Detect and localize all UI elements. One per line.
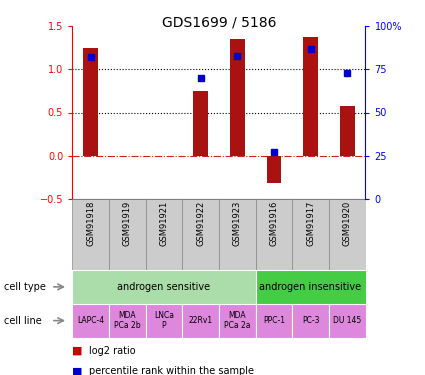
Bar [72,270,255,304]
Text: LNCa
P: LNCa P [154,311,174,330]
Text: GDS1699 / 5186: GDS1699 / 5186 [162,16,276,30]
Bar [292,304,329,338]
Bar [266,156,281,183]
Bar [109,304,145,338]
Text: DU 145: DU 145 [333,316,361,325]
Text: GSM91921: GSM91921 [159,201,168,246]
Text: ■: ■ [72,366,83,375]
Bar [303,38,318,156]
Bar [292,199,329,270]
Text: PC-3: PC-3 [302,316,319,325]
Bar [219,199,255,270]
Bar [145,199,182,270]
Bar [182,199,219,270]
Text: GSM91923: GSM91923 [233,201,242,246]
Bar [72,304,109,338]
Bar [340,106,354,156]
Text: 22Rv1: 22Rv1 [188,316,212,325]
Text: GSM91916: GSM91916 [269,201,278,246]
Bar [109,199,145,270]
Text: androgen sensitive: androgen sensitive [117,282,210,292]
Bar [255,270,366,304]
Bar [219,304,255,338]
Text: LAPC-4: LAPC-4 [77,316,104,325]
Bar [182,304,219,338]
Bar [72,199,109,270]
Text: ■: ■ [72,346,83,355]
Text: cell line: cell line [4,316,42,326]
Text: GSM91918: GSM91918 [86,201,95,246]
Bar [329,304,366,338]
Text: androgen insensitive: androgen insensitive [259,282,362,292]
Bar [255,199,292,270]
Text: cell type: cell type [4,282,46,292]
Bar [145,304,182,338]
Text: GSM91919: GSM91919 [123,201,132,246]
Bar [329,199,366,270]
Text: PPC-1: PPC-1 [263,316,285,325]
Text: MDA
PCa 2a: MDA PCa 2a [224,311,250,330]
Bar [255,304,292,338]
Text: log2 ratio: log2 ratio [89,346,136,355]
Bar [83,48,98,156]
Text: GSM91920: GSM91920 [343,201,351,246]
Text: MDA
PCa 2b: MDA PCa 2b [114,311,141,330]
Text: GSM91922: GSM91922 [196,201,205,246]
Text: GSM91917: GSM91917 [306,201,315,246]
Bar [193,91,208,156]
Text: percentile rank within the sample: percentile rank within the sample [89,366,254,375]
Bar [230,39,244,156]
